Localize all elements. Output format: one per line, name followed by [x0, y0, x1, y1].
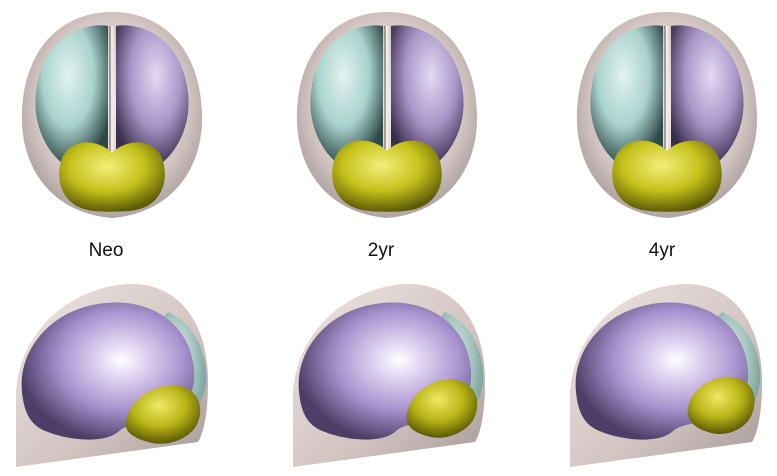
top-view-4yr — [567, 8, 767, 223]
age-label-4yr: 4yr — [648, 240, 676, 261]
side-view-2yr — [285, 282, 490, 472]
top-view-2yr — [287, 8, 487, 223]
age-label-2yr: 2yr — [367, 240, 395, 261]
side-view-neo — [8, 282, 213, 472]
side-view-4yr — [562, 282, 767, 472]
top-view-neo — [12, 8, 212, 223]
age-label-neo: Neo — [88, 240, 124, 261]
